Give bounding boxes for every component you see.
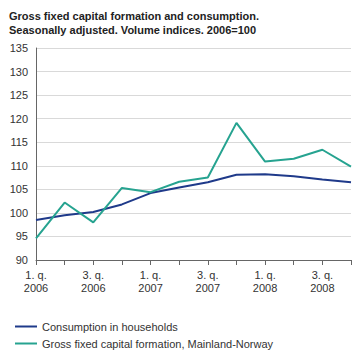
svg-text:3. q.: 3. q.	[312, 269, 333, 281]
svg-text:Gross fixed capital formation: Gross fixed capital formation and consum…	[9, 10, 259, 22]
svg-text:Consumption in households: Consumption in households	[42, 321, 178, 333]
svg-text:90: 90	[16, 254, 28, 266]
svg-text:2008: 2008	[253, 282, 277, 294]
svg-text:125: 125	[10, 89, 28, 101]
svg-text:100: 100	[10, 207, 28, 219]
svg-text:3. q.: 3. q.	[197, 269, 218, 281]
svg-text:3. q.: 3. q.	[83, 269, 104, 281]
svg-text:120: 120	[10, 113, 28, 125]
svg-text:135: 135	[10, 42, 28, 54]
svg-text:2006: 2006	[81, 282, 105, 294]
svg-text:2006: 2006	[24, 282, 48, 294]
svg-text:110: 110	[10, 160, 28, 172]
svg-text:2008: 2008	[310, 282, 334, 294]
svg-text:115: 115	[10, 136, 28, 148]
svg-text:1. q.: 1. q.	[254, 269, 275, 281]
svg-text:130: 130	[10, 66, 28, 78]
svg-text:1. q.: 1. q.	[140, 269, 161, 281]
svg-text:2007: 2007	[196, 282, 220, 294]
svg-text:Gross fixed capital formation,: Gross fixed capital formation, Mainland-…	[42, 338, 274, 350]
svg-text:1. q.: 1. q.	[25, 269, 46, 281]
svg-text:105: 105	[10, 183, 28, 195]
svg-text:95: 95	[16, 230, 28, 242]
svg-text:Seasonally adjusted. Volume in: Seasonally adjusted. Volume indices. 200…	[9, 24, 256, 36]
svg-text:2007: 2007	[138, 282, 162, 294]
